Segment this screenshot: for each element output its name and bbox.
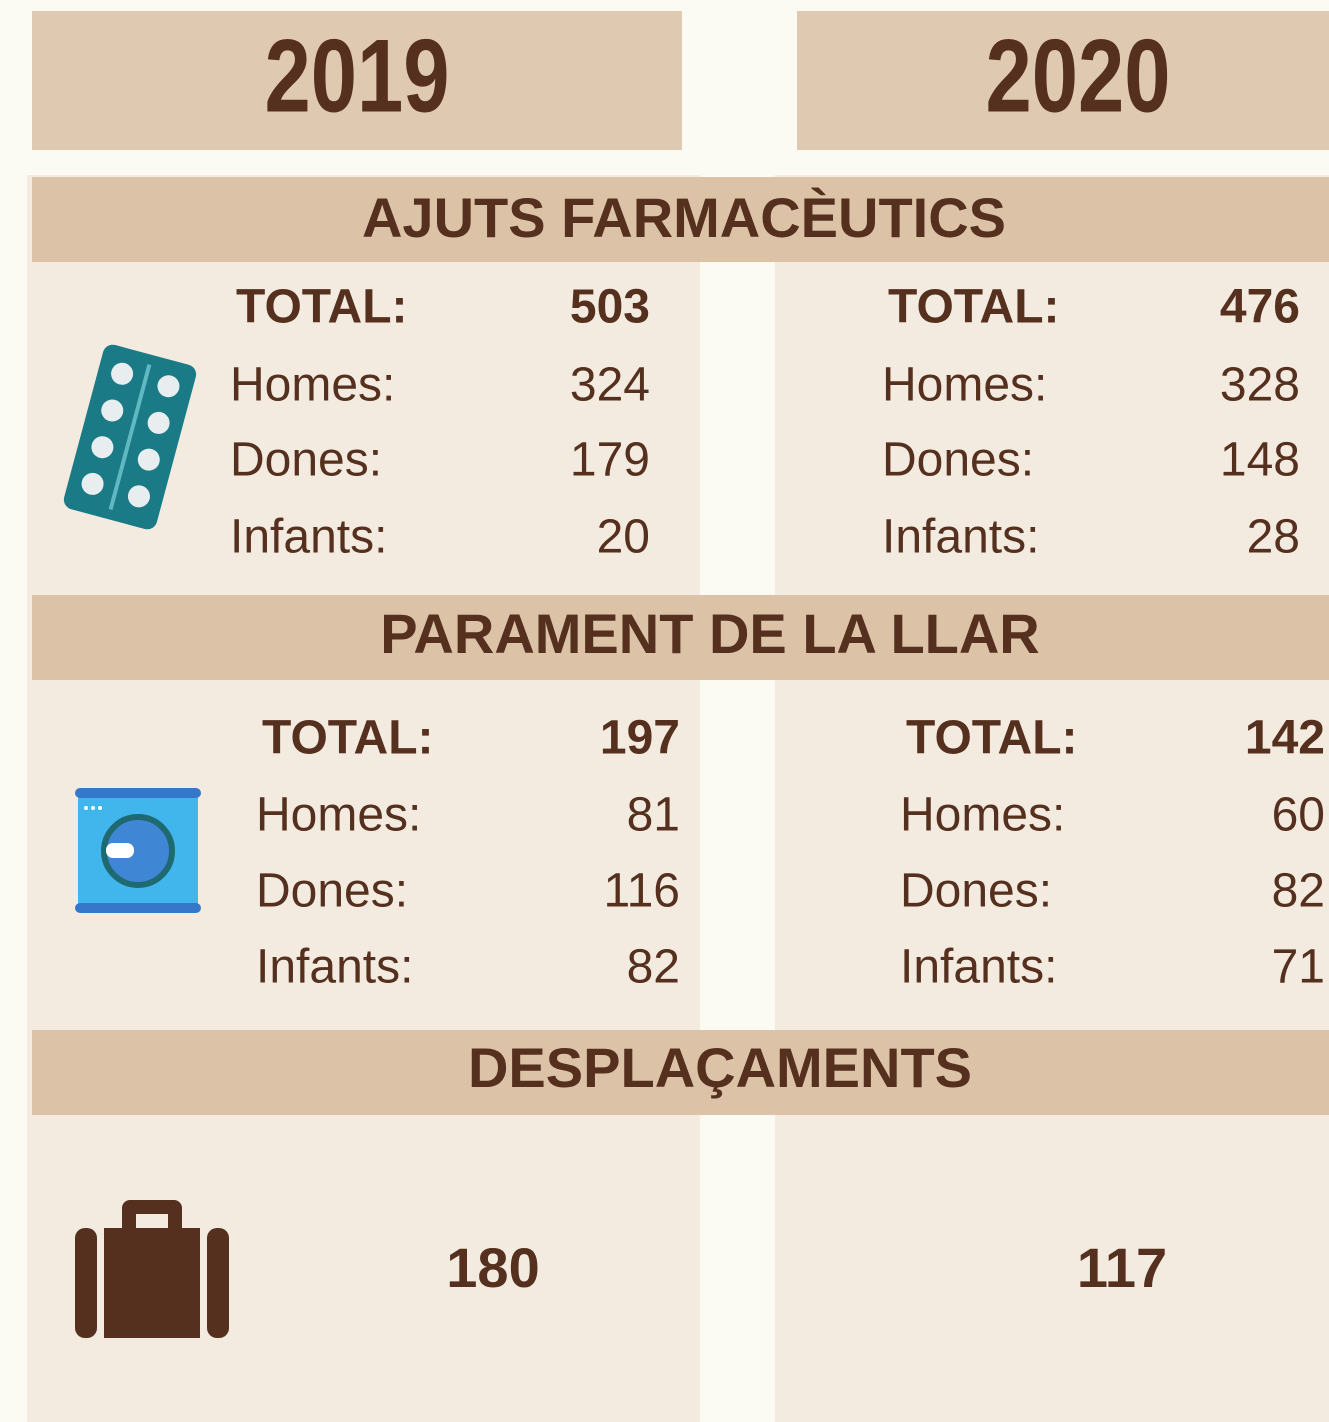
row-value: 82 xyxy=(1272,865,1325,918)
row-label: Dones: xyxy=(900,865,1052,918)
section-bar xyxy=(32,595,1329,680)
row-label: Infants: xyxy=(900,941,1057,994)
row-label: Homes: xyxy=(230,359,395,412)
row-label: TOTAL: xyxy=(888,281,1060,334)
section-title: AJUTS FARMACÈUTICS xyxy=(362,186,1006,249)
row-value: 20 xyxy=(597,511,650,564)
year: 2019 xyxy=(264,18,449,134)
year-box xyxy=(797,11,1329,150)
row-value: 82 xyxy=(627,941,680,994)
section-bar xyxy=(32,177,1329,262)
row-label: Homes: xyxy=(256,789,421,842)
row-label: Infants: xyxy=(230,511,387,564)
section-bar xyxy=(32,1030,1329,1115)
row-label: Dones: xyxy=(882,434,1034,487)
section-title: DESPLAÇAMENTS xyxy=(468,1036,972,1099)
suitcase-icon xyxy=(75,1200,229,1338)
row-value: 197 xyxy=(600,712,680,765)
row-value: 60 xyxy=(1272,789,1325,842)
row-value: 476 xyxy=(1220,281,1300,334)
row-value: 148 xyxy=(1220,434,1300,487)
row-label: Dones: xyxy=(256,865,408,918)
panel xyxy=(775,175,1329,1422)
row-value: 71 xyxy=(1272,941,1325,994)
row-value: 142 xyxy=(1245,712,1325,765)
row-label: TOTAL: xyxy=(236,281,408,334)
year: 2020 xyxy=(985,18,1170,134)
row-value: 179 xyxy=(570,434,650,487)
row-value: 116 xyxy=(603,865,680,918)
row-value: 81 xyxy=(627,789,680,842)
row-label: Infants: xyxy=(256,941,413,994)
row-value: 328 xyxy=(1220,359,1300,412)
row-value: 28 xyxy=(1247,511,1300,564)
row-label: Dones: xyxy=(230,434,382,487)
total-value: 117 xyxy=(1077,1236,1167,1299)
year-box xyxy=(32,11,682,150)
row-value: 324 xyxy=(570,359,650,412)
pill-icon xyxy=(63,344,197,530)
row-value: 503 xyxy=(570,281,650,334)
row-label: TOTAL: xyxy=(262,712,434,765)
washer-icon xyxy=(75,788,201,913)
row-label: TOTAL: xyxy=(906,712,1078,765)
row-label: Infants: xyxy=(882,511,1039,564)
row-label: Homes: xyxy=(882,359,1047,412)
total-value: 180 xyxy=(446,1236,539,1299)
section-title: PARAMENT DE LA LLAR xyxy=(380,602,1040,665)
row-label: Homes: xyxy=(900,789,1065,842)
